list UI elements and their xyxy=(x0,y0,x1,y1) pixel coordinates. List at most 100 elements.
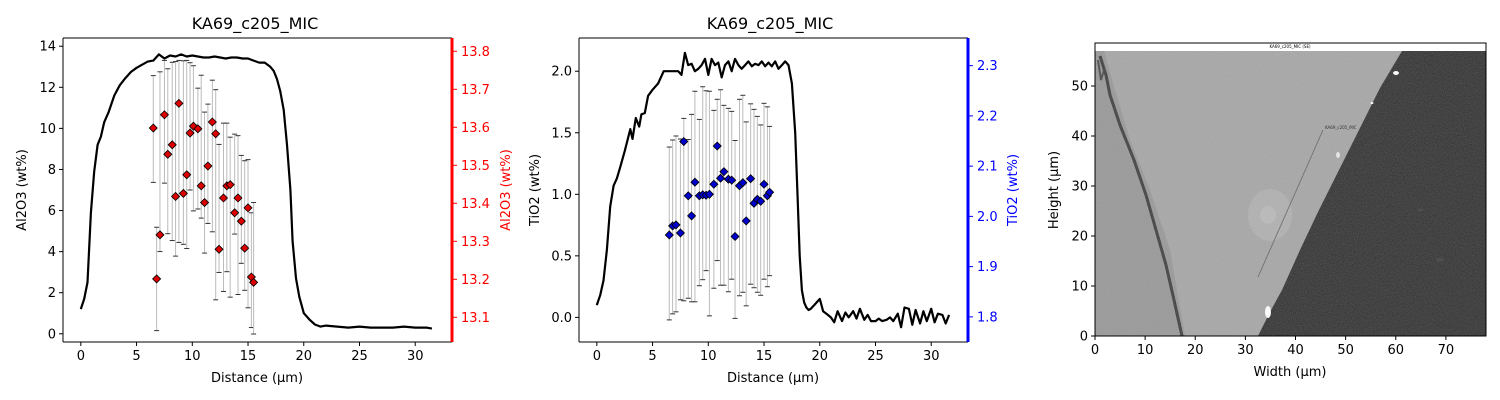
data-point xyxy=(715,173,726,183)
y-right-tick-label: 13.3 xyxy=(461,235,490,250)
data-point xyxy=(746,174,756,184)
data-point xyxy=(249,277,259,287)
tio2-profile-panel: KA69_c205_MIC 0 5 10 15 20 25 30 0.0 0.5 1.0 1.5 2.… xyxy=(528,14,1021,386)
data-point xyxy=(148,123,158,133)
x-tick-label: 20 xyxy=(811,349,828,364)
panel1-title: KA69_c205_MIC xyxy=(192,14,319,34)
y-right-tick-label: 13.7 xyxy=(461,83,490,98)
data-point xyxy=(730,231,740,242)
x-tick-label: 30 xyxy=(1237,343,1254,358)
al2o3-plot-area xyxy=(79,53,433,335)
panel2-ylabel-right: TiO2 (wt%) xyxy=(1006,154,1021,227)
y-right-tick-label: 2.2 xyxy=(977,109,998,124)
x-tick-label: 5 xyxy=(648,349,656,364)
data-point xyxy=(203,161,213,171)
data-point xyxy=(171,191,181,202)
x-tick-label: 25 xyxy=(867,349,884,364)
y-right-tick-label: 13.8 xyxy=(461,45,490,60)
y-tick-label: 1.5 xyxy=(551,126,572,141)
data-point xyxy=(199,197,210,208)
sem-image-title: KA69_c205_MIC (SE) xyxy=(1269,44,1311,49)
y-right-tick-label: 13.4 xyxy=(461,197,490,212)
y-right-tick-label: 2.0 xyxy=(977,210,998,225)
panel1-xlabel: Distance (µm) xyxy=(211,371,303,386)
x-tick-label: 15 xyxy=(756,349,773,364)
x-tick-label: 10 xyxy=(700,349,717,364)
x-tick-label: 0 xyxy=(77,349,85,364)
x-tick-label: 50 xyxy=(1337,343,1354,358)
panel2-title: KA69_c205_MIC xyxy=(707,14,834,34)
data-point xyxy=(712,141,722,151)
panel3-xlabel: Width (µm) xyxy=(1254,365,1327,380)
x-tick-label: 30 xyxy=(923,349,940,364)
panel1-ylabel-right: Al2O3 (wt%) xyxy=(499,149,514,231)
data-point xyxy=(240,243,250,253)
data-point xyxy=(225,180,235,190)
x-tick-label: 70 xyxy=(1438,343,1455,358)
x-tick-label: 0 xyxy=(1091,343,1099,358)
profile-line xyxy=(79,53,433,330)
x-tick-label: 30 xyxy=(407,349,424,364)
y-tick-label: 10 xyxy=(1071,280,1088,295)
data-point xyxy=(211,129,221,139)
data-point xyxy=(679,136,689,147)
data-point xyxy=(687,211,697,221)
y-tick-label: 20 xyxy=(1071,230,1088,245)
y-tick-label: 0.0 xyxy=(551,311,572,326)
y-tick-label: 1.0 xyxy=(551,188,572,203)
y-tick-label: 2 xyxy=(48,286,56,301)
x-tick-label: 20 xyxy=(295,349,312,364)
tio2-plot-area xyxy=(595,51,951,329)
data-point xyxy=(159,110,169,120)
sem-image-panel: KA69_c205_MIC (SE) KA69_c205_MIC 0 10 20 30… xyxy=(1047,42,1487,380)
data-point xyxy=(163,149,173,159)
y-tick-label: 50 xyxy=(1071,80,1088,95)
data-point xyxy=(756,196,766,206)
y-tick-label: 6 xyxy=(48,204,56,219)
y-right-tick-label: 13.6 xyxy=(461,121,490,136)
panel2-ylabel: TiO2 (wt%) xyxy=(528,154,543,227)
y-tick-label: 30 xyxy=(1071,180,1088,195)
panel3-ylabel: Height (µm) xyxy=(1047,151,1062,229)
data-point xyxy=(671,220,681,230)
y-right-tick-label: 2.3 xyxy=(977,59,998,74)
data-point xyxy=(167,140,177,150)
sem-image xyxy=(1095,51,1486,336)
sem-axes: 0 10 20 30 40 50 60 70 0 10 20 30 40 50 xyxy=(1071,42,1487,358)
data-point xyxy=(243,203,253,213)
data-point xyxy=(174,98,184,108)
data-point xyxy=(218,193,229,203)
data-point xyxy=(236,216,246,226)
y-right-tick-label: 1.9 xyxy=(977,260,998,275)
y-right-tick-label: 13.2 xyxy=(461,273,490,288)
data-point xyxy=(230,208,240,218)
data-point xyxy=(719,167,729,177)
tio2-axes: 0 5 10 15 20 25 30 0.0 0.5 1.0 1.5 2.0 1.8 1.9 2.0 2.1 2… xyxy=(551,37,998,364)
y-right-tick-label: 13.5 xyxy=(461,159,490,174)
data-point xyxy=(690,177,700,187)
y-tick-label: 40 xyxy=(1071,130,1088,145)
x-tick-label: 20 xyxy=(1187,343,1204,358)
y-tick-label: 12 xyxy=(39,81,56,96)
sem-frame xyxy=(1094,42,1487,337)
data-point xyxy=(709,179,719,189)
y-tick-label: 10 xyxy=(39,122,56,137)
data-point xyxy=(738,178,748,188)
data-point xyxy=(704,189,714,199)
y-tick-label: 4 xyxy=(48,245,56,260)
al2o3-axes: 0 5 10 15 20 25 30 0 2 4 6 8 10 12 14 13.1 13.2 13.3 13.4 1… xyxy=(39,37,490,364)
data-point xyxy=(741,216,751,226)
data-point xyxy=(178,188,188,198)
x-tick-label: 40 xyxy=(1287,343,1304,358)
data-point xyxy=(664,230,674,240)
y-tick-label: 14 xyxy=(39,40,56,55)
x-tick-label: 15 xyxy=(240,349,257,364)
y-right-tick-label: 1.8 xyxy=(977,310,998,325)
panel2-xlabel: Distance (µm) xyxy=(727,371,819,386)
y-right-tick-label: 13.1 xyxy=(461,311,490,326)
data-point xyxy=(214,244,224,254)
x-tick-label: 10 xyxy=(184,349,201,364)
x-tick-label: 10 xyxy=(1137,343,1154,358)
data-point xyxy=(152,274,162,284)
